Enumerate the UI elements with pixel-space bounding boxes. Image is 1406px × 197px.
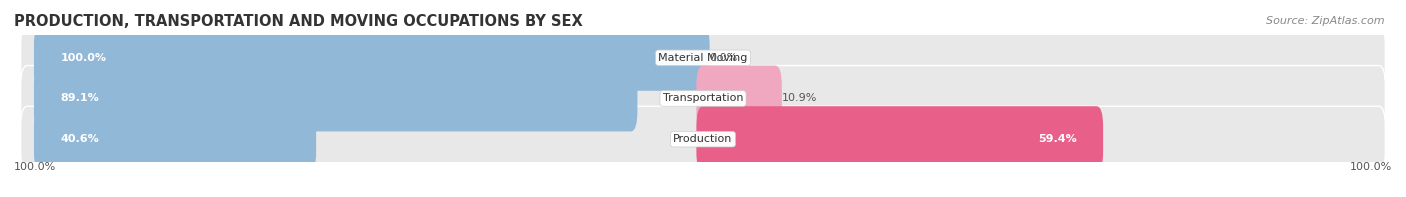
Text: 100.0%: 100.0%: [60, 53, 107, 63]
Text: 40.6%: 40.6%: [60, 134, 100, 144]
Text: Production: Production: [673, 134, 733, 144]
Text: Material Moving: Material Moving: [658, 53, 748, 63]
FancyBboxPatch shape: [21, 106, 1385, 172]
FancyBboxPatch shape: [21, 66, 1385, 131]
Text: 100.0%: 100.0%: [14, 162, 56, 172]
FancyBboxPatch shape: [696, 66, 782, 131]
Text: 89.1%: 89.1%: [60, 94, 100, 103]
FancyBboxPatch shape: [34, 25, 710, 91]
Text: Source: ZipAtlas.com: Source: ZipAtlas.com: [1267, 16, 1385, 26]
FancyBboxPatch shape: [21, 25, 1385, 91]
FancyBboxPatch shape: [696, 106, 1104, 172]
Text: 59.4%: 59.4%: [1038, 134, 1077, 144]
FancyBboxPatch shape: [34, 106, 316, 172]
Text: Transportation: Transportation: [662, 94, 744, 103]
Text: 100.0%: 100.0%: [1350, 162, 1392, 172]
FancyBboxPatch shape: [34, 66, 637, 131]
Text: 0.0%: 0.0%: [710, 53, 738, 63]
Text: PRODUCTION, TRANSPORTATION AND MOVING OCCUPATIONS BY SEX: PRODUCTION, TRANSPORTATION AND MOVING OC…: [14, 14, 583, 29]
Text: 10.9%: 10.9%: [782, 94, 817, 103]
